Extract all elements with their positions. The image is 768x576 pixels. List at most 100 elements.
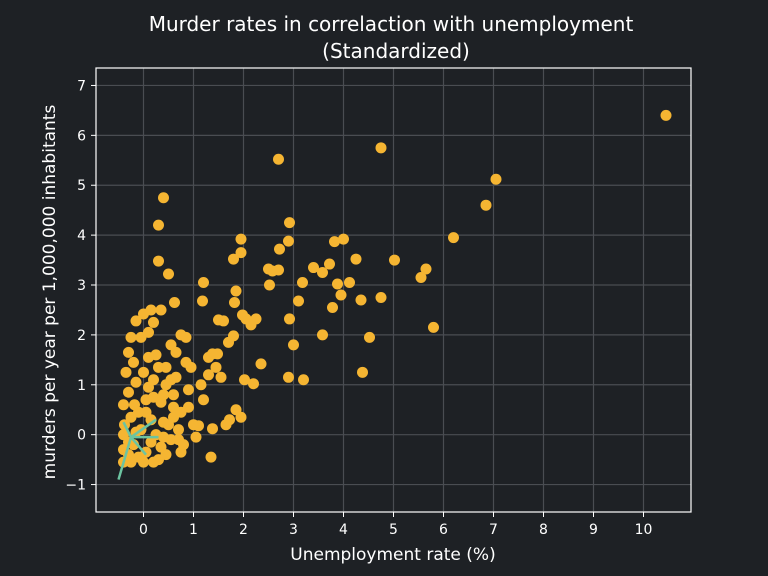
x-tick-label: 3 bbox=[289, 522, 298, 538]
data-point bbox=[235, 247, 247, 259]
data-point bbox=[415, 272, 427, 284]
y-tick-label: 7 bbox=[77, 78, 86, 94]
data-point bbox=[198, 394, 209, 406]
data-point bbox=[155, 441, 167, 453]
data-point bbox=[153, 219, 164, 231]
data-point bbox=[170, 346, 182, 358]
data-point bbox=[148, 316, 159, 328]
data-point bbox=[125, 331, 137, 343]
data-point bbox=[140, 406, 152, 418]
data-point bbox=[120, 366, 132, 378]
data-point bbox=[329, 236, 340, 248]
data-point bbox=[123, 386, 134, 398]
vector-arrows bbox=[117, 418, 159, 480]
y-tick-label: 3 bbox=[77, 278, 86, 294]
grid-lines bbox=[96, 68, 691, 512]
data-point bbox=[128, 356, 139, 368]
data-point bbox=[284, 217, 295, 229]
data-point bbox=[138, 308, 149, 320]
y-tick-label: 0 bbox=[77, 428, 86, 444]
y-tick-label: 1 bbox=[77, 378, 86, 394]
data-point bbox=[490, 173, 502, 185]
vector-arrow bbox=[122, 421, 133, 438]
x-tick-label: 0 bbox=[139, 522, 148, 538]
data-point bbox=[173, 424, 184, 436]
data-point bbox=[175, 446, 187, 458]
plot-frame bbox=[95, 67, 692, 513]
data-point bbox=[188, 419, 199, 431]
vector-arrow bbox=[130, 418, 157, 439]
data-point bbox=[448, 232, 459, 244]
data-point bbox=[375, 291, 387, 303]
data-point bbox=[153, 361, 164, 373]
x-tick-label: 4 bbox=[339, 522, 348, 538]
data-point bbox=[168, 411, 179, 423]
data-point bbox=[298, 374, 309, 386]
x-tick-label: 9 bbox=[589, 522, 598, 538]
vector-arrow bbox=[130, 436, 147, 456]
data-point bbox=[660, 109, 672, 121]
x-axis-label: Unemployment rate (%) bbox=[290, 545, 495, 565]
y-tick-label: 2 bbox=[77, 328, 86, 344]
data-point bbox=[364, 331, 375, 343]
data-point bbox=[480, 199, 492, 211]
data-point bbox=[297, 277, 308, 289]
data-point bbox=[338, 233, 349, 245]
data-point bbox=[288, 339, 299, 351]
data-point bbox=[148, 391, 159, 403]
data-point bbox=[198, 277, 209, 289]
data-point bbox=[163, 268, 174, 280]
data-point bbox=[130, 376, 142, 388]
data-point bbox=[168, 389, 179, 401]
data-point bbox=[284, 313, 295, 325]
x-tick-label: 7 bbox=[489, 522, 498, 538]
x-axis-ticks: 0 1 2 3 4 5 6 7 8 9 10 bbox=[139, 512, 652, 538]
data-point bbox=[210, 361, 222, 373]
data-point bbox=[317, 267, 328, 279]
data-point bbox=[324, 258, 335, 270]
data-point bbox=[195, 379, 207, 391]
data-point bbox=[155, 304, 167, 316]
data-point bbox=[165, 374, 177, 386]
data-point bbox=[148, 456, 159, 468]
data-point bbox=[428, 321, 439, 333]
data-point bbox=[138, 366, 149, 378]
data-point bbox=[185, 361, 197, 373]
y-tick-label: −1 bbox=[65, 478, 86, 494]
data-point bbox=[180, 331, 192, 343]
data-point bbox=[215, 371, 227, 383]
vector-arrow bbox=[117, 436, 133, 480]
data-point bbox=[143, 351, 154, 363]
data-point bbox=[118, 399, 129, 411]
data-point bbox=[317, 329, 328, 341]
data-point bbox=[375, 142, 387, 154]
data-point bbox=[355, 294, 367, 306]
data-point bbox=[130, 315, 142, 327]
data-point bbox=[220, 419, 232, 431]
data-point bbox=[145, 436, 157, 448]
data-point bbox=[274, 243, 285, 255]
data-point bbox=[228, 253, 239, 265]
data-point bbox=[190, 431, 202, 443]
y-axis-label: murders per year per 1,000,000 inhabitan… bbox=[40, 105, 60, 480]
data-point bbox=[169, 296, 180, 308]
data-point bbox=[230, 404, 242, 416]
data-point bbox=[223, 336, 234, 348]
data-point bbox=[129, 399, 140, 411]
x-tick-label: 5 bbox=[389, 522, 398, 538]
data-points bbox=[118, 109, 672, 468]
data-point bbox=[230, 285, 242, 297]
data-point bbox=[135, 331, 147, 343]
data-point bbox=[173, 434, 184, 446]
x-tick-label: 2 bbox=[239, 522, 248, 538]
chart-title-line2: (Standardized) bbox=[322, 39, 470, 63]
data-point bbox=[283, 235, 294, 247]
data-point bbox=[213, 314, 224, 326]
data-point bbox=[389, 254, 400, 266]
data-point bbox=[264, 279, 275, 291]
y-tick-label: 5 bbox=[77, 178, 86, 194]
data-point bbox=[207, 423, 218, 435]
data-point bbox=[123, 346, 134, 358]
